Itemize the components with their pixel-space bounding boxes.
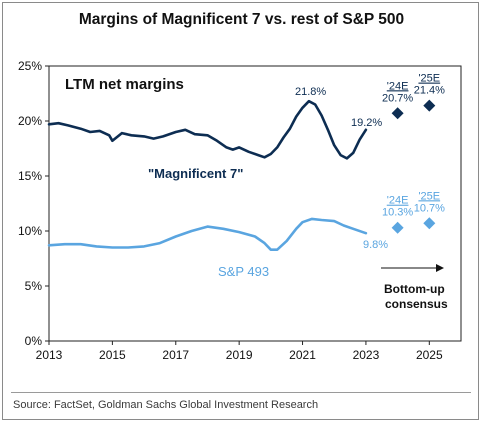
- chart-title: Margins of Magnificent 7 vs. rest of S&P…: [78, 11, 405, 28]
- plot-area: [48, 65, 462, 342]
- estimate-year-label: '24E: [387, 80, 409, 92]
- consensus-label-line1: Bottom-up: [384, 282, 445, 296]
- x-tick-label: 2019: [226, 348, 253, 362]
- estimate-year-label: '25E: [418, 73, 440, 85]
- sp493-series-label: S&P 493: [218, 264, 269, 279]
- estimate-value-label: 10.7%: [414, 202, 445, 214]
- estimate-year-label: '24E: [387, 195, 409, 207]
- x-tick-label: 2025: [416, 348, 443, 362]
- line-chart: 0% 5% 10% 15% 20% 25% 2013 2015 2017 2019 2021 202…: [18, 59, 462, 362]
- sp493-last-label: 9.8%: [363, 239, 388, 251]
- x-tick-label: 2013: [36, 348, 63, 362]
- estimate-marker: [391, 107, 404, 120]
- estimate-year-label: '25E: [418, 190, 440, 202]
- consensus-label-line2: consensus: [385, 297, 448, 311]
- source-divider: [11, 392, 471, 393]
- estimate-marker: [423, 217, 436, 230]
- y-tick-label: 10%: [18, 224, 42, 238]
- chart-frame: Margins of Magnificent 7 vs. rest of S&P…: [2, 2, 479, 420]
- y-tick-label: 20%: [18, 114, 42, 128]
- estimate-value-label: 10.3%: [382, 207, 413, 219]
- estimate-marker: [423, 99, 436, 112]
- x-tick-label: 2023: [353, 348, 380, 362]
- estimate-value-label: 20.7%: [382, 92, 413, 104]
- estimate-marker: [391, 221, 404, 234]
- y-tick-label: 5%: [25, 279, 43, 293]
- y-tick-label: 0%: [25, 334, 43, 348]
- mag7-last-label: 19.2%: [351, 117, 382, 129]
- x-tick-label: 2015: [99, 348, 126, 362]
- mag7-series-line: [47, 99, 368, 160]
- sp493-series-line: [47, 217, 368, 251]
- x-tick-label: 2017: [162, 348, 189, 362]
- chart-subtitle: LTM net margins: [65, 76, 184, 93]
- estimate-value-label: 21.4%: [414, 85, 445, 97]
- mag7-peak-label: 21.8%: [295, 86, 326, 98]
- y-tick-label: 25%: [18, 59, 42, 73]
- y-tick-label: 15%: [18, 169, 42, 183]
- source-note: Source: FactSet, Goldman Sachs Global In…: [13, 399, 319, 411]
- mag7-series-label: "Magnificent 7": [148, 166, 243, 181]
- x-tick-label: 2021: [289, 348, 316, 362]
